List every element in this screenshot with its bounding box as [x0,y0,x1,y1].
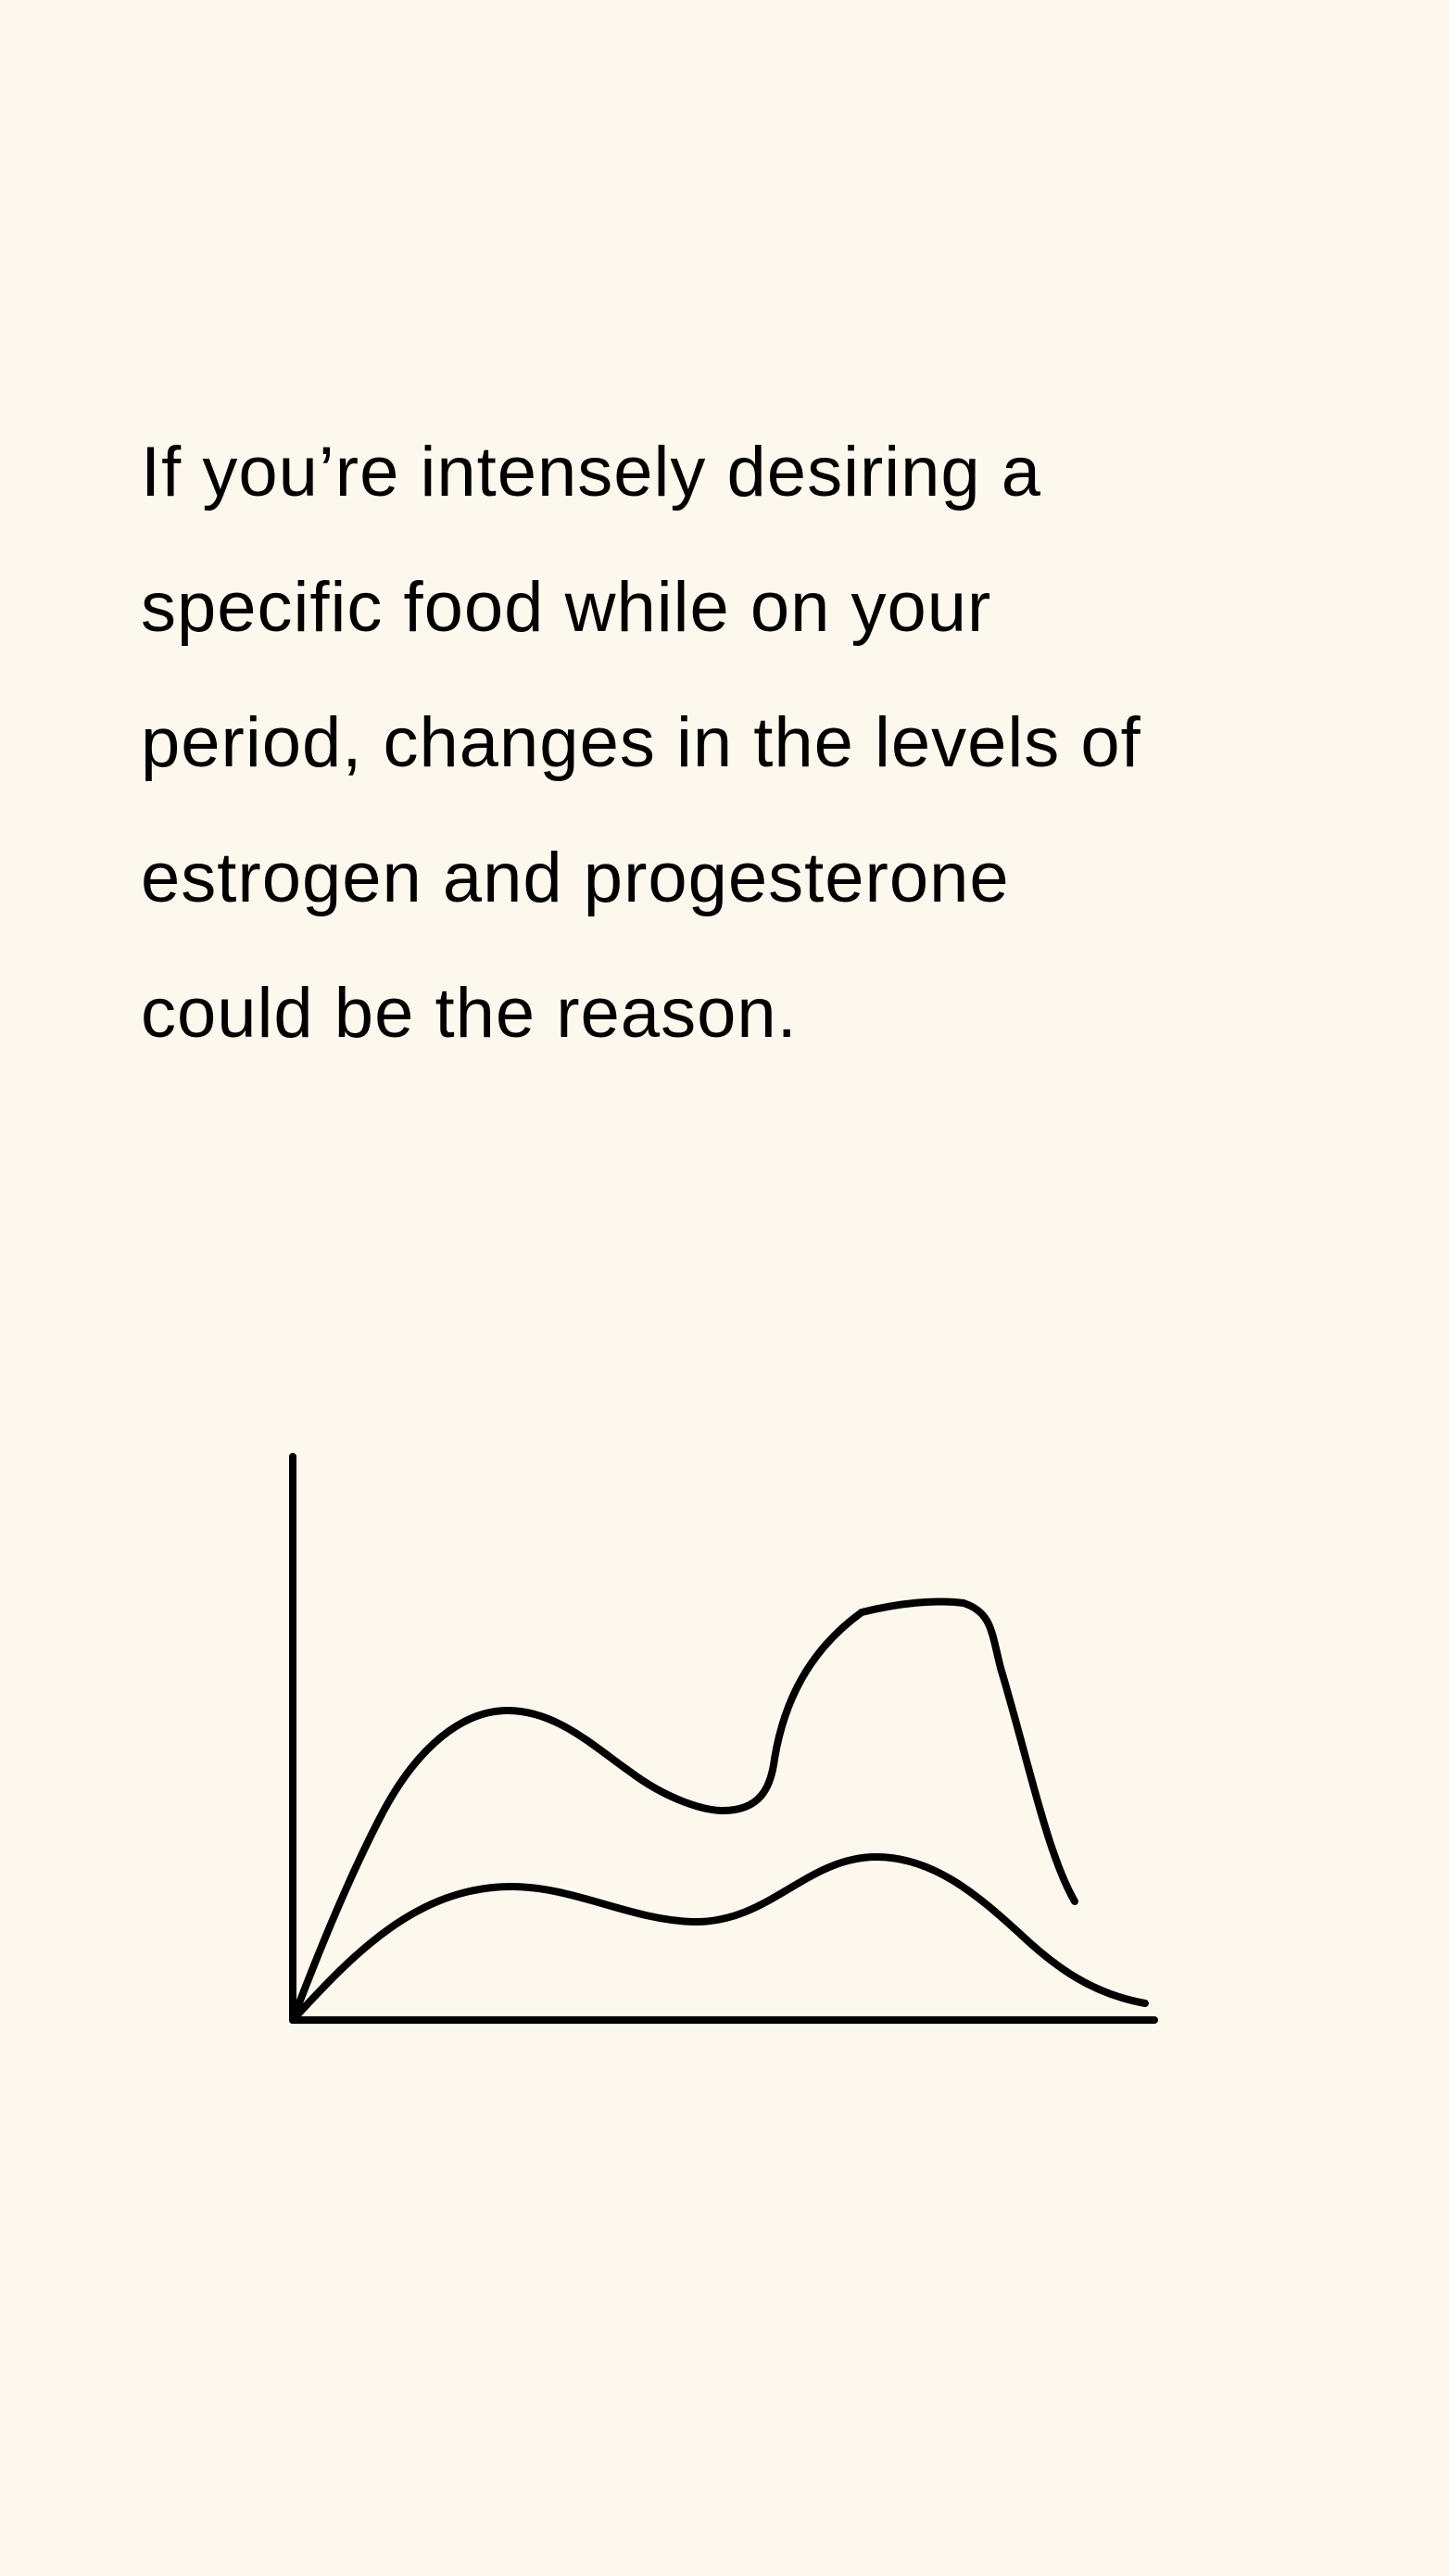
body-text-line: estrogen and progesterone [141,839,1010,917]
body-text-line: period, changes in the levels of [141,703,1141,782]
body-text-line: specific food while on your [141,568,992,647]
graph-upper-curve [289,1597,1078,2024]
body-text-line: If you’re intensely desiring a [141,433,1042,511]
body-text: If you’re intensely desiring a specific … [141,405,1345,1081]
body-text-line: could be the reason. [141,974,798,1053]
graph-lower-curve [289,1853,1149,2024]
